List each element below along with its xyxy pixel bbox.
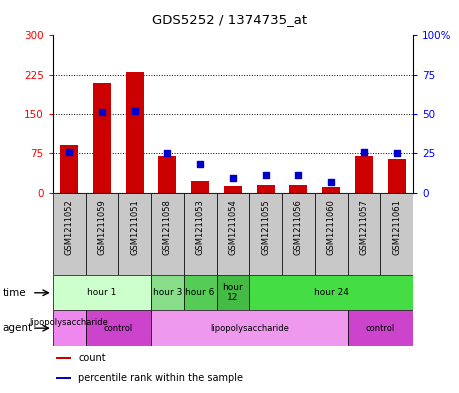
Text: agent: agent xyxy=(2,323,33,333)
Bar xyxy=(322,187,340,193)
Text: GSM1211056: GSM1211056 xyxy=(294,199,303,255)
Text: GSM1211059: GSM1211059 xyxy=(97,199,106,255)
Bar xyxy=(151,275,184,310)
Bar xyxy=(151,193,184,275)
Bar xyxy=(347,310,413,346)
Bar xyxy=(60,145,78,193)
Text: GSM1211058: GSM1211058 xyxy=(163,199,172,255)
Bar xyxy=(85,193,118,275)
Point xyxy=(328,178,335,185)
Bar xyxy=(315,193,347,275)
Text: count: count xyxy=(78,353,106,363)
Point xyxy=(98,109,106,116)
Bar xyxy=(53,193,85,275)
Point xyxy=(164,150,171,156)
Bar xyxy=(290,185,308,193)
Bar xyxy=(249,275,413,310)
Bar xyxy=(355,156,373,193)
Text: GSM1211053: GSM1211053 xyxy=(196,199,205,255)
Text: hour
12: hour 12 xyxy=(223,283,243,303)
Bar xyxy=(118,193,151,275)
Text: hour 3: hour 3 xyxy=(153,288,182,297)
Text: hour 6: hour 6 xyxy=(185,288,215,297)
Point xyxy=(230,175,237,182)
Bar xyxy=(381,193,413,275)
Bar xyxy=(158,156,176,193)
Text: GSM1211055: GSM1211055 xyxy=(261,199,270,255)
Bar xyxy=(53,310,85,346)
Point xyxy=(196,161,204,167)
Bar xyxy=(151,310,347,346)
Text: time: time xyxy=(2,288,26,298)
Text: GSM1211060: GSM1211060 xyxy=(327,199,336,255)
Bar xyxy=(85,310,151,346)
Text: percentile rank within the sample: percentile rank within the sample xyxy=(78,373,243,383)
Bar xyxy=(56,357,71,359)
Text: GSM1211054: GSM1211054 xyxy=(229,199,237,255)
Text: lipopolysaccharide: lipopolysaccharide xyxy=(210,324,289,332)
Bar xyxy=(56,378,71,379)
Bar xyxy=(217,193,249,275)
Text: hour 24: hour 24 xyxy=(314,288,349,297)
Bar xyxy=(282,193,315,275)
Bar xyxy=(184,193,217,275)
Point xyxy=(295,172,302,178)
Point xyxy=(66,149,73,155)
Bar xyxy=(184,275,217,310)
Text: GSM1211061: GSM1211061 xyxy=(392,199,401,255)
Bar xyxy=(191,181,209,193)
Point xyxy=(360,149,368,155)
Point xyxy=(262,172,269,178)
Bar xyxy=(224,186,242,193)
Bar xyxy=(93,83,111,193)
Bar xyxy=(217,275,249,310)
Text: hour 1: hour 1 xyxy=(87,288,117,297)
Text: GSM1211057: GSM1211057 xyxy=(359,199,369,255)
Bar xyxy=(249,193,282,275)
Bar xyxy=(53,275,151,310)
Text: GSM1211051: GSM1211051 xyxy=(130,199,139,255)
Bar xyxy=(347,193,381,275)
Text: GDS5252 / 1374735_at: GDS5252 / 1374735_at xyxy=(152,13,307,26)
Point xyxy=(131,108,138,114)
Text: control: control xyxy=(104,324,133,332)
Text: lipopolysaccharide: lipopolysaccharide xyxy=(30,318,109,338)
Text: GSM1211052: GSM1211052 xyxy=(65,199,73,255)
Text: control: control xyxy=(366,324,395,332)
Bar xyxy=(257,185,274,193)
Bar xyxy=(388,158,406,193)
Bar xyxy=(126,72,144,193)
Point xyxy=(393,150,400,156)
